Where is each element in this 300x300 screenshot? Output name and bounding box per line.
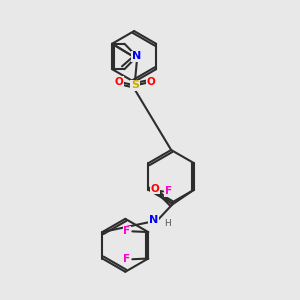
Text: N: N [132,52,141,61]
Text: O: O [151,184,160,194]
Text: O: O [115,77,124,87]
Text: O: O [147,77,155,87]
Text: F: F [124,254,130,264]
Text: H: H [164,219,171,228]
Text: F: F [165,187,172,196]
Text: N: N [149,215,158,225]
Text: S: S [131,80,139,90]
Text: F: F [124,226,130,236]
